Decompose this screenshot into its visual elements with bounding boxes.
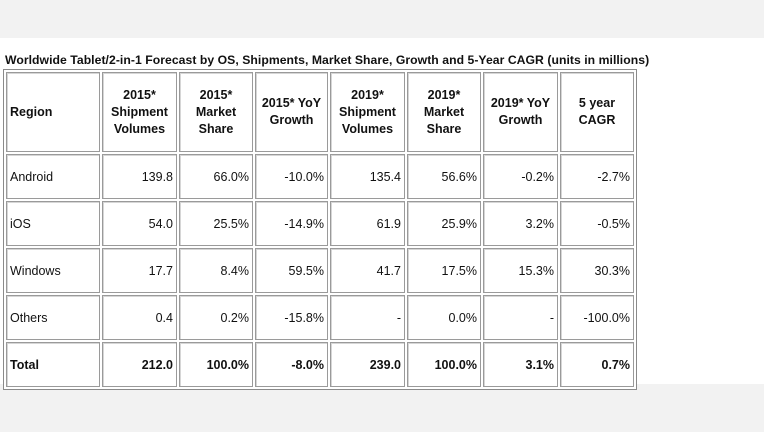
table-cell: 25.9% [407, 201, 481, 246]
table-cell: 61.9 [330, 201, 405, 246]
region-cell: Windows [6, 248, 100, 293]
table-caption: Worldwide Tablet/2-in-1 Forecast by OS, … [5, 53, 650, 67]
table-cell: -2.7% [560, 154, 634, 199]
column-header-2019-shipment-volumes: 2019* Shipment Volumes [330, 72, 405, 152]
table-cell: -15.8% [255, 295, 328, 340]
total-label-cell: Total [6, 342, 100, 387]
total-cell: 0.7% [560, 342, 634, 387]
column-header-2019-market-share: 2019* Market Share [407, 72, 481, 152]
table-cell: 3.2% [483, 201, 558, 246]
table-cell: 41.7 [330, 248, 405, 293]
article-image: Worldwide Tablet/2-in-1 Forecast by OS, … [0, 38, 764, 390]
total-cell: 212.0 [102, 342, 177, 387]
column-header-5-year-cagr: 5 year CAGR [560, 72, 634, 152]
table-cell: 25.5% [179, 201, 253, 246]
table-cell: 0.0% [407, 295, 481, 340]
table-cell: 135.4 [330, 154, 405, 199]
column-header-2015-shipment-volumes: 2015* Shipment Volumes [102, 72, 177, 152]
column-header-2015-yoy-growth: 2015* YoY Growth [255, 72, 328, 152]
table-cell: -100.0% [560, 295, 634, 340]
forecast-table: Region 2015* Shipment Volumes 2015* Mark… [3, 69, 637, 390]
table-cell: 66.0% [179, 154, 253, 199]
table-cell: -0.2% [483, 154, 558, 199]
table-cell: 0.2% [179, 295, 253, 340]
total-cell: 3.1% [483, 342, 558, 387]
total-cell: -8.0% [255, 342, 328, 387]
table-cell: - [483, 295, 558, 340]
table-row-others: Others 0.4 0.2% -15.8% - 0.0% - -100.0% [6, 295, 634, 340]
table-row-android: Android 139.8 66.0% -10.0% 135.4 56.6% -… [6, 154, 634, 199]
table-cell: -10.0% [255, 154, 328, 199]
region-cell: iOS [6, 201, 100, 246]
table-cell: 0.4 [102, 295, 177, 340]
column-header-2015-market-share: 2015* Market Share [179, 72, 253, 152]
table-cell: 15.3% [483, 248, 558, 293]
table-cell: 8.4% [179, 248, 253, 293]
region-cell: Others [6, 295, 100, 340]
table-row-total: Total 212.0 100.0% -8.0% 239.0 100.0% 3.… [6, 342, 634, 387]
table-cell: 56.6% [407, 154, 481, 199]
column-header-region: Region [6, 72, 100, 152]
table-cell: -0.5% [560, 201, 634, 246]
table-cell: 139.8 [102, 154, 177, 199]
column-header-2019-yoy-growth: 2019* YoY Growth [483, 72, 558, 152]
region-cell: Android [6, 154, 100, 199]
table-cell: 30.3% [560, 248, 634, 293]
table-cell: - [330, 295, 405, 340]
table-cell: 17.5% [407, 248, 481, 293]
total-cell: 239.0 [330, 342, 405, 387]
total-cell: 100.0% [179, 342, 253, 387]
header-row: Region 2015* Shipment Volumes 2015* Mark… [6, 72, 634, 152]
table-cell: -14.9% [255, 201, 328, 246]
table-cell: 59.5% [255, 248, 328, 293]
table-row-ios: iOS 54.0 25.5% -14.9% 61.9 25.9% 3.2% -0… [6, 201, 634, 246]
table-row-windows: Windows 17.7 8.4% 59.5% 41.7 17.5% 15.3%… [6, 248, 634, 293]
total-cell: 100.0% [407, 342, 481, 387]
table-cell: 54.0 [102, 201, 177, 246]
table-cell: 17.7 [102, 248, 177, 293]
